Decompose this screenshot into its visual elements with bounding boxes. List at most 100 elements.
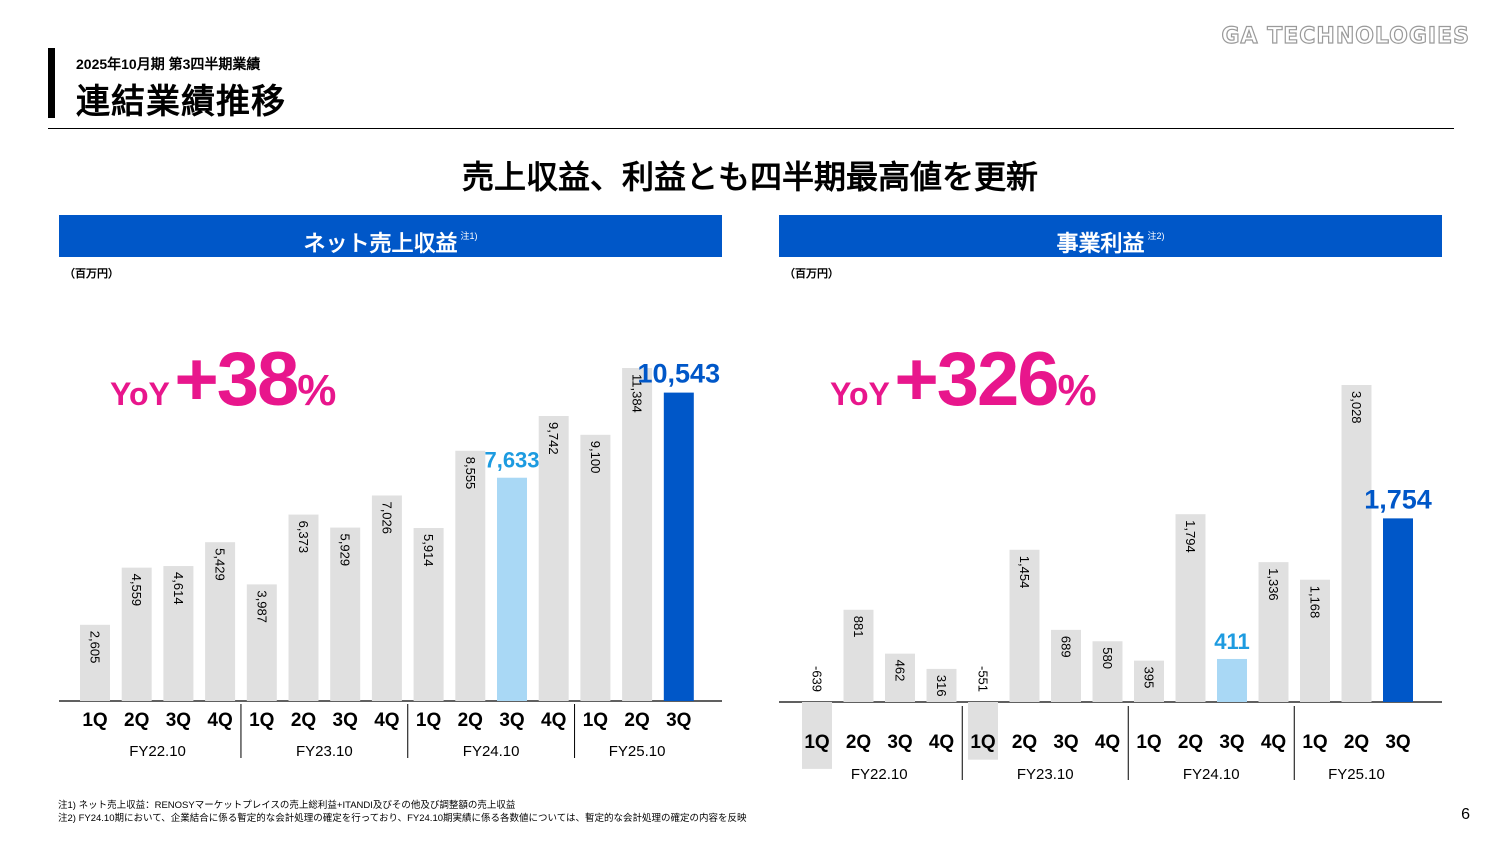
chart-1-bar-1 (843, 609, 874, 702)
chart-1-group-label-1: FY23.10 (1017, 766, 1074, 783)
chart-1-group-label-0: FY22.10 (851, 766, 908, 783)
chart-1-bar-10 (1217, 658, 1247, 702)
right-panel-title: 事業利益 (1056, 231, 1145, 256)
chart-0-data-label-10: 7,633 (484, 448, 539, 473)
chart-0-bar-5 (288, 514, 319, 701)
chart-0-group-label-2: FY24.10 (463, 743, 520, 760)
chart-1-bar-12 (1300, 579, 1330, 702)
chart-1-category-label-3: 4Q (929, 732, 954, 753)
chart-0-group-label-3: FY25.10 (609, 743, 666, 760)
chart-0-group-label-1: FY23.10 (296, 743, 353, 760)
chart-1-data-label-3: 316 (934, 675, 949, 697)
title-accent-bar (48, 48, 55, 118)
left-panel-header: ネット売上収益 注1) (59, 215, 722, 257)
chart-0-data-label-5: 6,373 (296, 521, 311, 554)
chart-0-data-label-8: 5,914 (421, 534, 436, 567)
chart-1-data-label-2: 462 (892, 660, 907, 682)
chart-1-data-label-7: 580 (1100, 647, 1115, 669)
chart-0-bar-3 (205, 542, 236, 701)
chart-0-bar-14 (663, 392, 694, 701)
chart-0-data-label-0: 2,605 (87, 631, 102, 664)
chart-0-data-label-4: 3,987 (254, 590, 269, 623)
right-panel-note-mark: 注2) (1147, 231, 1165, 241)
chart-1-bar-6 (1051, 629, 1081, 702)
chart-0-category-label-5: 2Q (291, 710, 316, 731)
chart-0-data-label-2: 4,614 (171, 572, 186, 605)
chart-0-category-label-8: 1Q (416, 710, 441, 731)
chart-0-bar-11 (538, 416, 569, 701)
chart-1-bar-4 (968, 702, 998, 760)
chart-0-bar-0 (80, 624, 110, 701)
chart-0-category-label-12: 1Q (583, 710, 608, 731)
chart-0-category-label-0: 1Q (82, 710, 107, 731)
chart-0-bar-10 (497, 477, 527, 701)
chart-0-category-label-9: 2Q (458, 710, 483, 731)
chart-1-bar-14 (1383, 518, 1413, 702)
chart-0-category-label-1: 2Q (124, 710, 149, 731)
chart-1-category-label-10: 3Q (1219, 732, 1244, 753)
chart-0-bar-12 (580, 434, 611, 701)
chart-0-bar-6 (330, 527, 361, 701)
title-divider (48, 128, 1454, 129)
chart-1-data-label-5: 1,454 (1017, 556, 1032, 589)
footnotes: 注1) ネット売上収益：RENOSYマーケットプレイスの売上総利益+ITANDI… (58, 799, 747, 825)
chart-1-data-label-4: -551 (975, 666, 990, 692)
chart-1-category-label-2: 3Q (887, 732, 912, 753)
chart-1-group-label-3: FY25.10 (1328, 766, 1385, 783)
left-yoy-callout: YoY +38% (110, 336, 336, 423)
page-subtitle: 2025年10月期 第3四半期業績 (76, 56, 261, 72)
chart-0-category-label-3: 4Q (207, 710, 232, 731)
chart-0-data-label-13: 11,384 (630, 374, 645, 413)
chart-0-data-label-7: 7,026 (379, 501, 394, 534)
chart-0-bar-9 (455, 450, 486, 701)
chart-1-category-label-1: 2Q (846, 732, 871, 753)
chart-1-bar-3 (926, 668, 957, 702)
right-panel-header: 事業利益 注2) (779, 215, 1442, 257)
chart-1-category-label-14: 3Q (1385, 732, 1410, 753)
chart-1-category-label-9: 2Q (1178, 732, 1203, 753)
chart-1-category-label-13: 2Q (1344, 732, 1369, 753)
slide-headline: 売上収益、利益とも四半期最高値を更新 (461, 159, 1038, 195)
chart-0-data-label-11: 9,742 (546, 422, 561, 455)
chart-0-category-label-10: 3Q (499, 710, 524, 731)
chart-0-data-label-9: 8,555 (463, 457, 478, 490)
chart-1-data-label-14: 1,754 (1364, 484, 1432, 514)
page-title: 連結業績推移 (76, 83, 286, 121)
right-yoy-callout: YoY +326% (830, 336, 1097, 423)
chart-0-bar-4 (246, 584, 277, 701)
chart-0-group-label-0: FY22.10 (129, 743, 186, 760)
chart-0-category-label-11: 4Q (541, 710, 566, 731)
chart-1-bar-0 (802, 702, 832, 769)
chart-1-category-label-8: 1Q (1136, 732, 1161, 753)
chart-1-data-label-1: 881 (851, 616, 866, 638)
left-panel-note-mark: 注1) (460, 231, 478, 241)
chart-1-group-label-2: FY24.10 (1183, 766, 1240, 783)
chart-1-data-label-11: 1,336 (1266, 568, 1281, 601)
chart-1-category-label-5: 2Q (1012, 732, 1037, 753)
chart-0-category-label-2: 3Q (166, 710, 191, 731)
right-yoy-label: YoY (830, 376, 890, 412)
chart-0-bar-8 (413, 528, 444, 701)
company-logo: GA TECHNOLOGIES (1221, 23, 1470, 49)
footnote-2: 注2) FY24.10期において、企業結合に係る暫定的な会計処理の確定を行ってお… (58, 813, 747, 824)
left-panel-title: ネット売上収益 (303, 231, 458, 256)
chart-1-category-label-4: 1Q (970, 732, 995, 753)
chart-1-category-label-12: 1Q (1302, 732, 1327, 753)
footnote-1: 注1) ネット売上収益：RENOSYマーケットプレイスの売上総利益+ITANDI… (58, 800, 516, 811)
chart-1-data-label-13: 3,028 (1349, 391, 1364, 424)
chart-1-data-label-6: 689 (1058, 636, 1073, 658)
chart-1-bar-8 (1134, 660, 1164, 702)
chart-1-bar-2 (885, 653, 915, 702)
chart-1-category-label-11: 4Q (1261, 732, 1286, 753)
page-number: 6 (1461, 806, 1470, 823)
chart-0-bar-2 (163, 566, 194, 701)
chart-0-bar-13 (622, 368, 653, 701)
chart-1-bar-9 (1175, 514, 1206, 702)
right-yoy-value: +326 (894, 337, 1059, 422)
chart-1-bar-13 (1341, 385, 1372, 702)
chart-0-data-label-14: 10,543 (638, 359, 721, 389)
chart-0-category-label-13: 2Q (624, 710, 649, 731)
chart-0-data-label-1: 4,559 (129, 574, 144, 607)
chart-0-data-label-6: 5,929 (338, 534, 353, 567)
